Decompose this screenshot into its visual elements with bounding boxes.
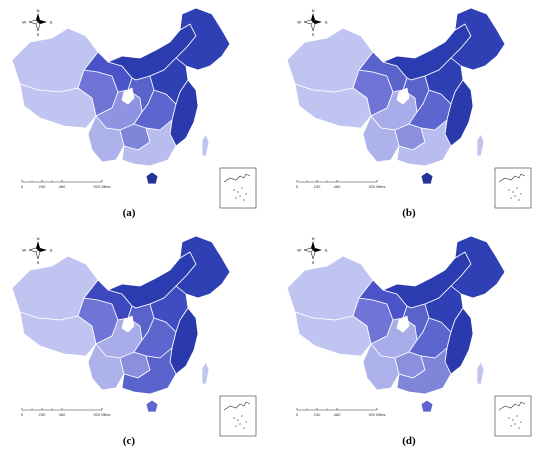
region-ningxia-enclave [396,87,410,105]
scale-tick-230: 230 [314,412,321,417]
region-hainan [145,399,159,413]
scale-tick-920-miles: 920 Miles [368,184,385,189]
region-south [121,119,177,167]
region-taiwan [476,361,485,385]
scale-tick-230: 230 [314,184,321,189]
panel-caption: (d) [397,435,421,447]
region-east-coast [169,307,199,375]
compass-n: N [312,8,315,13]
compass-e: E [325,248,328,253]
scale-tick-460: 460 [59,184,66,189]
south-china-sea-inset [219,167,257,209]
map-panel-b: N S E W [275,0,545,227]
scale-tick-920-miles: 920 Miles [368,412,385,417]
region-hainan [145,171,159,185]
compass-s: S [37,260,40,265]
panel-caption: (c) [117,435,141,447]
south-china-sea-inset [219,395,257,437]
compass-w: W [22,248,26,253]
compass-n: N [37,8,40,13]
scale-bar: 0 230 460 920 Miles [296,180,386,189]
scale-tick-920-miles: 920 Miles [93,184,110,189]
compass-n: N [37,236,40,241]
compass-n: N [312,236,315,241]
compass-rose: N S E W [297,8,328,37]
region-northeast [175,235,231,299]
compass-w: W [22,20,26,25]
compass-e: E [325,20,328,25]
panel-caption-text: (b) [402,207,416,219]
region-northeast [175,7,231,71]
compass-rose: N S E W [22,236,53,265]
province-regions [11,235,231,413]
scale-tick-230: 230 [39,412,46,417]
province-regions [286,235,506,413]
region-taiwan [201,361,210,385]
region-south [396,119,452,167]
region-hainan [420,171,434,185]
region-northeast [450,7,506,71]
province-regions [286,7,506,185]
region-east-coast [444,79,474,147]
compass-s: S [312,260,315,265]
compass-w: W [297,248,301,253]
scale-tick-0: 0 [21,412,24,417]
compass-w: W [297,20,301,25]
region-yunnan [87,115,125,163]
scale-tick-230: 230 [39,184,46,189]
compass-s: S [37,32,40,37]
compass-e: E [50,20,53,25]
panel-caption-text: (d) [402,435,416,447]
scale-tick-920-miles: 920 Miles [93,412,110,417]
region-ningxia-enclave [121,87,135,105]
region-hainan [420,399,434,413]
china-choropleth-map: N S E W [286,235,532,437]
panel-caption-text: (a) [122,207,136,219]
province-regions [11,7,231,185]
region-yunnan [87,343,125,391]
scale-bar: 0 230 460 920 Miles [296,408,386,417]
panel-caption: (b) [397,207,421,219]
scale-bar: 0 230 460 920 Miles [21,408,111,417]
region-northeast [450,235,506,299]
scale-tick-460: 460 [334,412,341,417]
region-yunnan [362,115,400,163]
scale-tick-0: 0 [296,412,299,417]
map-panel-d: N S E W [275,228,545,455]
scale-tick-460: 460 [334,184,341,189]
region-east-coast [169,79,199,147]
compass-rose: N S E W [22,8,53,37]
region-taiwan [476,133,485,157]
region-yunnan [362,343,400,391]
map-panel-a: N S E W [0,0,270,227]
panel-caption-text: (c) [122,435,136,447]
china-choropleth-map: N S E W [11,7,257,209]
south-china-sea-inset [494,395,532,437]
region-south [396,347,452,395]
map-panel-c: N S E W [0,228,270,455]
compass-rose: N S E W [297,236,328,265]
compass-e: E [50,248,53,253]
scale-tick-0: 0 [296,184,299,189]
china-choropleth-map: N S E W [286,7,532,209]
region-ningxia-enclave [396,315,410,333]
scale-tick-0: 0 [21,184,24,189]
south-china-sea-inset [494,167,532,209]
panel-caption: (a) [117,207,141,219]
compass-s: S [312,32,315,37]
region-south [121,347,177,395]
region-ningxia-enclave [121,315,135,333]
scale-bar: 0 230 460 920 Miles [21,180,111,189]
china-choropleth-map: N S E W [11,235,257,437]
scale-tick-460: 460 [59,412,66,417]
region-taiwan [201,133,210,157]
region-east-coast [444,307,474,375]
